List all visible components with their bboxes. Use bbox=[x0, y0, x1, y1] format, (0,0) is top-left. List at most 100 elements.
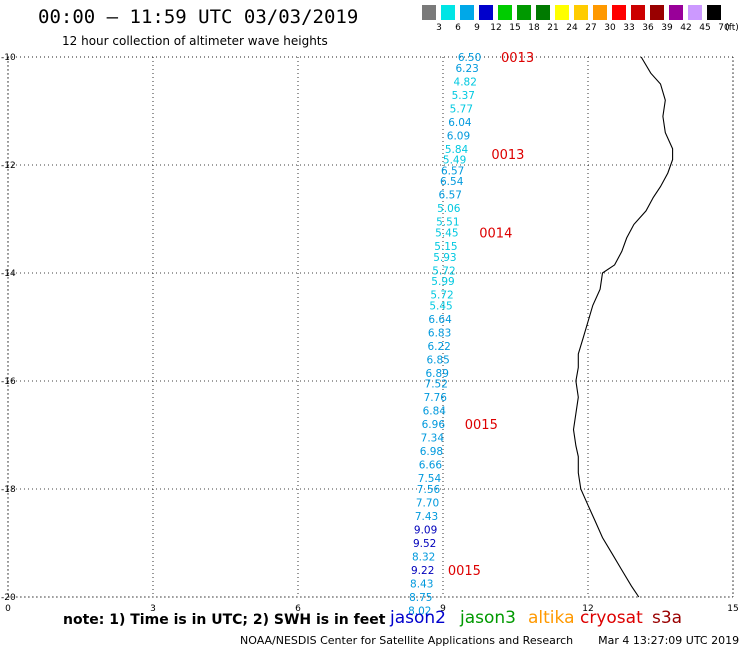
legend-label: 30 bbox=[604, 23, 616, 33]
legend-swatch bbox=[555, 5, 569, 20]
satellite-jason2: jason2 bbox=[390, 608, 446, 628]
swh-value: 5.15 bbox=[434, 241, 457, 253]
legend-swatch bbox=[498, 5, 512, 20]
legend-label: 15 bbox=[509, 23, 521, 33]
lon-tick-label: 15 bbox=[727, 604, 738, 614]
lon-tick-label: 12 bbox=[582, 604, 593, 614]
swh-value: 7.76 bbox=[424, 392, 448, 404]
lat-tick-label: -10 bbox=[1, 53, 16, 63]
legend-swatch bbox=[707, 5, 721, 20]
swh-value: 6.83 bbox=[428, 327, 451, 339]
swh-value: 5.37 bbox=[452, 90, 475, 102]
page-subtitle: 12 hour collection of altimeter wave hei… bbox=[62, 34, 328, 48]
legend-swatch bbox=[517, 5, 531, 20]
legend-swatch bbox=[574, 5, 588, 20]
legend-label: 42 bbox=[680, 23, 692, 33]
swh-value: 9.09 bbox=[414, 525, 437, 537]
swh-value: 7.52 bbox=[425, 379, 448, 391]
swh-value: 9.22 bbox=[411, 565, 434, 577]
legend-label: 12 bbox=[490, 23, 502, 33]
swh-value: 6.22 bbox=[427, 341, 450, 353]
lon-tick-label: 9 bbox=[440, 604, 446, 614]
swh-observations: 6.506.234.825.375.776.046.095.845.496.57… bbox=[408, 52, 481, 618]
legend-label: 27 bbox=[585, 23, 597, 33]
swh-value: 8.43 bbox=[410, 579, 433, 591]
swh-value: 7.70 bbox=[416, 498, 439, 510]
legend-label: 9 bbox=[474, 23, 480, 33]
credit-text: NOAA/NESDIS Center for Satellite Applica… bbox=[240, 634, 574, 647]
legend-label: 70 bbox=[718, 23, 730, 33]
legend-swatch bbox=[460, 5, 474, 20]
swh-value: 6.54 bbox=[440, 176, 464, 188]
time-labels: 0013 0013 0014 0015 0015 bbox=[448, 51, 534, 579]
legend-swatch bbox=[631, 5, 645, 20]
legend-swatch bbox=[669, 5, 683, 20]
legend-label: 18 bbox=[528, 23, 540, 33]
lon-tick-label: 6 bbox=[295, 604, 301, 614]
swh-value: 5.45 bbox=[435, 228, 458, 240]
swh-value: 6.66 bbox=[419, 460, 443, 472]
swh-value: 9.52 bbox=[413, 538, 436, 550]
pass-time-label: 0013 bbox=[501, 51, 534, 66]
swh-value: 5.51 bbox=[436, 217, 459, 229]
satellite-altika: altika bbox=[528, 608, 575, 628]
legend-unit: (ft) bbox=[725, 23, 739, 33]
pass-time-label: 0014 bbox=[479, 227, 512, 242]
swh-value: 6.50 bbox=[458, 52, 481, 64]
swh-value: 7.54 bbox=[418, 473, 442, 485]
swh-value: 8.02 bbox=[408, 606, 431, 618]
swh-value: 6.64 bbox=[428, 314, 452, 326]
swh-value: 6.85 bbox=[426, 354, 449, 366]
coastline bbox=[572, 56, 674, 598]
legend-label: 6 bbox=[455, 23, 461, 33]
swh-value: 5.45 bbox=[429, 300, 452, 312]
legend-label: 24 bbox=[566, 23, 578, 33]
lat-tick-label: -12 bbox=[1, 161, 16, 171]
legend-swatch bbox=[650, 5, 664, 20]
swh-value: 5.72 bbox=[430, 290, 453, 302]
credit-timestamp: Mar 4 13:27:09 UTC 2019 bbox=[598, 634, 740, 647]
legend-label: 33 bbox=[623, 23, 635, 33]
lon-tick-label: 0 bbox=[5, 604, 11, 614]
legend-swatch bbox=[593, 5, 607, 20]
coastline-path bbox=[572, 56, 674, 598]
swh-value: 5.84 bbox=[445, 144, 469, 156]
swh-value: 6.89 bbox=[426, 368, 449, 380]
grid-lines bbox=[7, 56, 734, 598]
pass-time-label: 0013 bbox=[491, 148, 524, 163]
legend-swatch bbox=[536, 5, 550, 20]
lat-tick-label: -14 bbox=[1, 269, 16, 279]
swh-value: 5.72 bbox=[432, 265, 455, 277]
lon-tick-label: 3 bbox=[150, 604, 156, 614]
swh-value: 7.56 bbox=[417, 484, 441, 496]
legend-label: 45 bbox=[699, 23, 711, 33]
pass-time-label: 0015 bbox=[448, 564, 481, 579]
legend-swatch bbox=[441, 5, 455, 20]
legend-label: 21 bbox=[547, 23, 559, 33]
pass-time-label: 0015 bbox=[465, 418, 498, 433]
footer-note: note: 1) Time is in UTC; 2) SWH is in fe… bbox=[63, 612, 386, 628]
swh-value: 6.57 bbox=[441, 165, 464, 177]
swh-value: 8.32 bbox=[412, 552, 435, 564]
satellite-s3a: s3a bbox=[652, 608, 683, 628]
swh-value: 6.98 bbox=[420, 446, 443, 458]
lat-tick-label: -18 bbox=[1, 485, 16, 495]
footer-credit: NOAA/NESDIS Center for Satellite Applica… bbox=[240, 634, 739, 647]
satellite-cryosat: cryosat bbox=[580, 608, 643, 628]
lat-tick-label: -16 bbox=[1, 377, 16, 387]
legend-label: 36 bbox=[642, 23, 654, 33]
swh-value: 6.09 bbox=[447, 130, 470, 142]
legend-label: 39 bbox=[661, 23, 673, 33]
legend-swatch bbox=[479, 5, 493, 20]
swh-value: 5.49 bbox=[443, 155, 466, 167]
page-title: 00:00 – 11:59 UTC 03/03/2019 bbox=[38, 6, 359, 28]
swh-value: 6.57 bbox=[439, 190, 462, 202]
legend-swatch bbox=[422, 5, 436, 20]
lat-tick-label: -20 bbox=[1, 593, 16, 603]
axis-labels: -10 -12 -14 -16 -18 -200 3 6 9 12 15 bbox=[1, 53, 739, 614]
legend-swatch bbox=[612, 5, 626, 20]
map-frame bbox=[7, 56, 734, 598]
swh-value: 6.84 bbox=[423, 406, 447, 418]
